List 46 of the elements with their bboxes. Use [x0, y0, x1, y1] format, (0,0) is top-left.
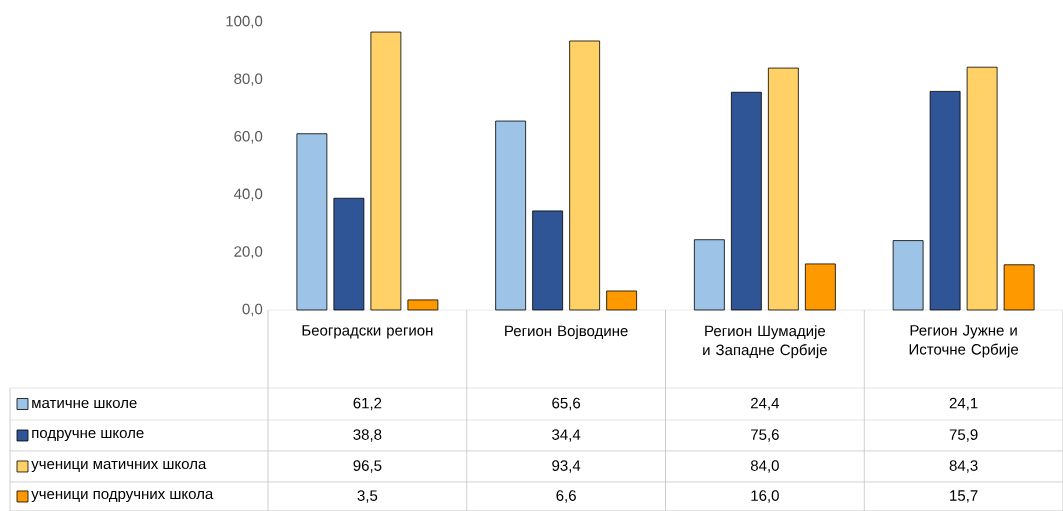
y-tick-label: 100,0: [226, 15, 263, 29]
bar: [333, 197, 365, 311]
data-label: 34,4: [552, 429, 581, 442]
y-tick-label: 80,0: [234, 73, 263, 86]
data-label: 75,6: [751, 429, 779, 442]
bar: [693, 239, 725, 311]
bar: [804, 263, 836, 311]
bar: [892, 240, 924, 311]
bar: [1003, 264, 1035, 311]
data-label: 93,4: [552, 460, 581, 473]
bar: [929, 91, 961, 311]
bar: [730, 91, 762, 311]
y-tick-label: 20,0: [234, 246, 263, 259]
legend-label: ученици матичних школа: [31, 460, 207, 473]
data-label: 65,6: [552, 397, 581, 411]
data-label: 16,0: [751, 490, 779, 503]
x-tick-label: Регион Војводине: [505, 325, 628, 340]
legend-label: ученици подручних школа: [31, 490, 214, 503]
bar: [296, 133, 328, 311]
x-tick-label: Регион Шумадије и Западне Србије: [703, 325, 827, 359]
data-label: 38,8: [353, 429, 382, 442]
y-tick-label: 40,0: [233, 188, 263, 201]
data-label: 6,6: [556, 490, 576, 503]
x-tick-label: Регион Јужне и Источне Србије: [909, 325, 1019, 358]
data-label: 24,4: [751, 397, 780, 411]
bar: [370, 31, 402, 311]
y-tick-label: 60,0: [234, 130, 263, 144]
data-label: 15,7: [950, 490, 978, 503]
y-tick-label: 0,0: [242, 303, 263, 317]
bar: [966, 66, 998, 311]
x-tick-label: Београдски регион: [302, 325, 433, 339]
data-label: 84,0: [750, 460, 779, 473]
data-label: 84,3: [949, 460, 978, 473]
bar: [606, 290, 638, 311]
data-label: 96,5: [353, 460, 382, 473]
bar: [767, 67, 799, 311]
legend-label: матичне школе: [32, 399, 137, 409]
data-label: 75,9: [949, 429, 978, 442]
data-label: 24,1: [949, 397, 978, 411]
bar: [407, 299, 439, 311]
legend-label: подручне школе: [32, 429, 144, 442]
bar: [569, 40, 601, 311]
data-label: 3,5: [357, 490, 378, 503]
bar: [532, 210, 564, 311]
data-label: 61,2: [353, 397, 382, 411]
bar: [495, 120, 527, 311]
